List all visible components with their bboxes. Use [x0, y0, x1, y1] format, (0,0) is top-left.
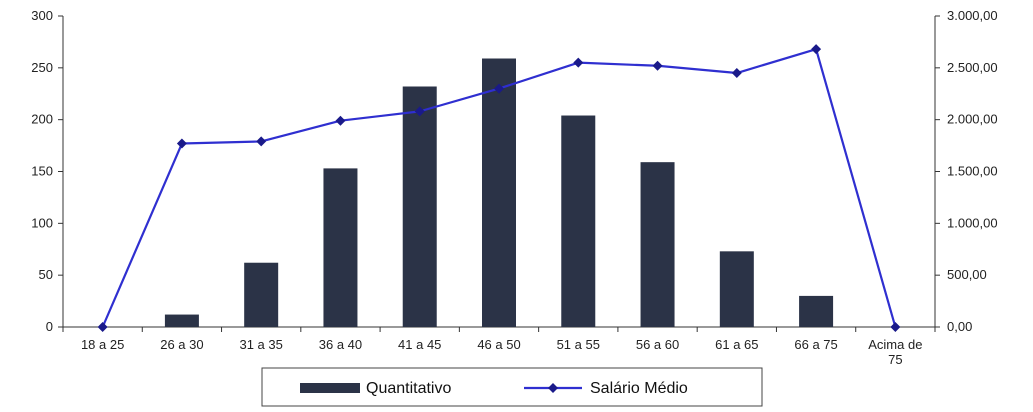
point-salario-medio	[494, 83, 504, 94]
x-tick-label: 46 a 50	[477, 337, 520, 352]
x-tick-label: 26 a 30	[160, 337, 203, 352]
x-tick-label: 61 a 65	[715, 337, 758, 352]
bar-quantitativo	[719, 251, 754, 327]
point-salario-medio	[176, 138, 187, 149]
x-tick-label: Acima de 75	[868, 337, 922, 367]
y-right-tick-label: 2.500,00	[947, 60, 998, 75]
y-left-tick-label: 150	[31, 164, 53, 179]
legend-label-salario-medio: Salário Médio	[590, 380, 688, 397]
y-left-tick-label: 0	[46, 319, 53, 334]
y-left-tick-label: 250	[31, 60, 53, 75]
y-left-tick-label: 300	[31, 8, 53, 23]
y-left-tick-label: 200	[31, 112, 53, 127]
point-salario-medio	[335, 115, 346, 126]
bar-quantitativo	[244, 262, 279, 327]
x-tick-label: 36 a 40	[319, 337, 362, 352]
x-tick-label: 56 a 60	[636, 337, 679, 352]
point-salario-medio	[731, 68, 742, 79]
point-salario-medio	[414, 106, 425, 117]
y-right-tick-label: 1.000,00	[947, 215, 998, 230]
y-left-tick-label: 100	[31, 215, 53, 230]
bar-quantitativo	[482, 58, 516, 328]
legend-swatch-quantitativo	[300, 383, 360, 393]
x-tick-label: 18 a 25	[81, 337, 124, 352]
x-tick-label: 51 a 55	[557, 337, 600, 352]
x-tick-label: 31 a 35	[239, 337, 282, 352]
point-salario-medio	[256, 136, 267, 147]
x-tick-label: 41 a 45	[398, 337, 441, 352]
bar-quantitativo	[799, 295, 834, 327]
y-right-tick-label: 0,00	[947, 319, 972, 334]
point-salario-medio	[890, 322, 901, 332]
bar-quantitativo	[164, 314, 199, 327]
y-right-tick-label: 500,00	[947, 267, 987, 282]
y-right-tick-label: 2.000,00	[947, 112, 998, 127]
point-salario-medio	[652, 60, 663, 71]
point-salario-medio	[573, 57, 584, 68]
legend-label-quantitativo: Quantitativo	[366, 380, 451, 397]
bar-quantitativo	[402, 86, 437, 327]
bar-quantitativo	[561, 115, 596, 328]
bar-quantitativo	[640, 162, 675, 327]
bar-quantitativo	[323, 168, 358, 327]
point-salario-medio	[97, 322, 108, 332]
x-tick-label: 66 a 75	[794, 337, 837, 352]
point-salario-medio	[811, 44, 822, 55]
y-right-tick-label: 1.500,00	[947, 164, 998, 179]
y-right-tick-label: 3.000,00	[947, 8, 998, 23]
y-left-tick-label: 50	[39, 267, 53, 282]
legend-marker-salario-medio	[548, 383, 558, 393]
